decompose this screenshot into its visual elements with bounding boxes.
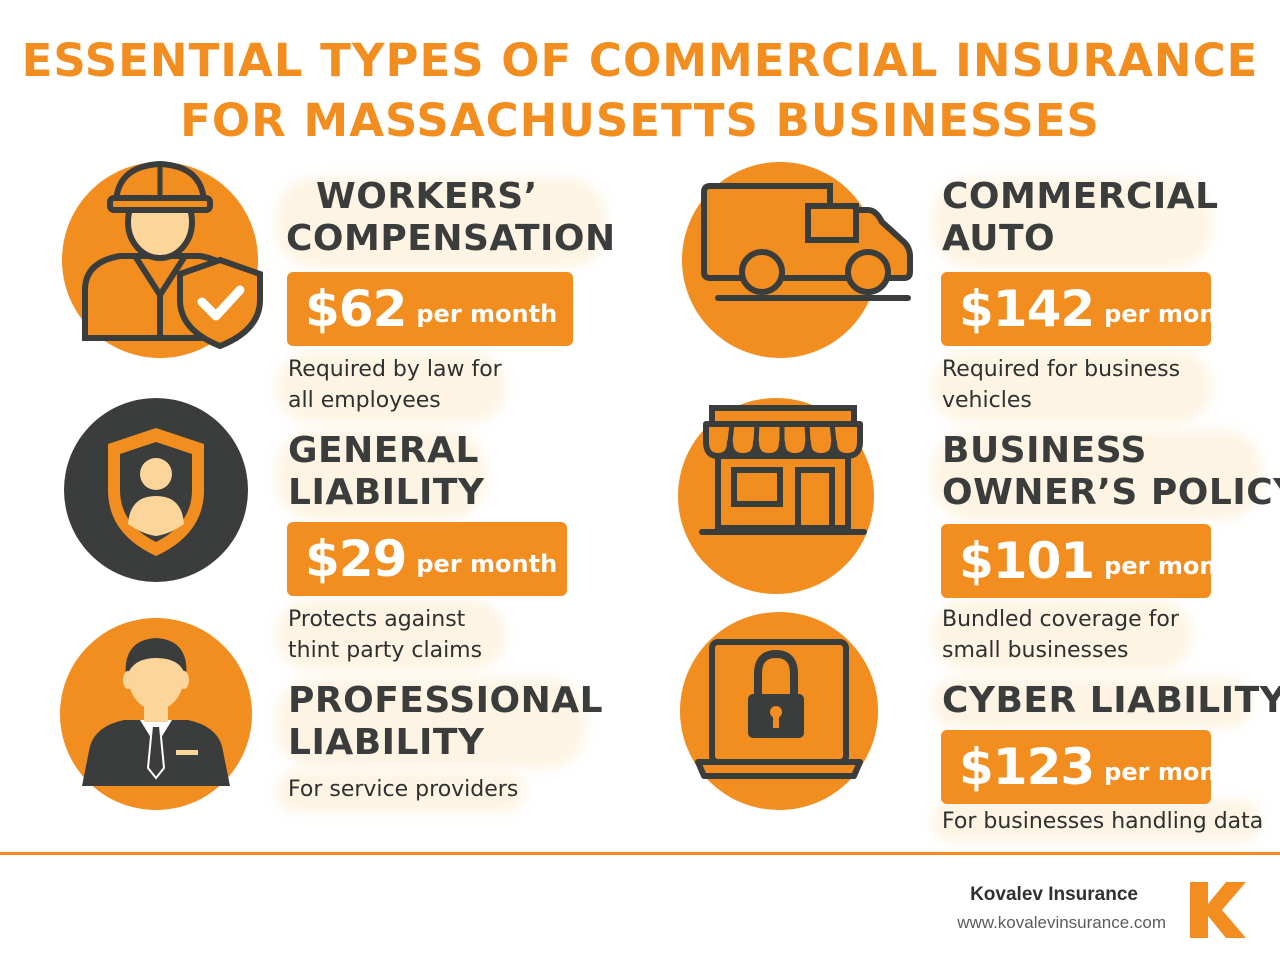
price-amount: $101 xyxy=(959,532,1095,590)
price-badge: $142 per month xyxy=(941,272,1245,346)
page-title-line-2: FOR MASSACHUSETTS BUSINESSES xyxy=(180,94,1100,147)
background-wash xyxy=(276,600,506,670)
background-wash xyxy=(932,430,1262,520)
shield-person-icon xyxy=(64,398,248,582)
item-description: For service providers xyxy=(288,777,519,802)
price-period: per month xyxy=(1104,300,1245,328)
laptop-lock-icon xyxy=(680,612,878,810)
item-description-line-1: Protects against xyxy=(288,607,466,632)
price-badge: $123 per month xyxy=(941,730,1245,804)
brand-name: Kovalev Insurance xyxy=(970,884,1138,905)
brand-logo xyxy=(1188,880,1248,944)
footer-divider xyxy=(0,852,1280,855)
page-title-line-1: ESSENTIAL TYPES OF COMMERCIAL INSURANCE xyxy=(21,34,1259,87)
item-description-line-2: small businesses xyxy=(942,638,1129,663)
background-wash xyxy=(276,772,526,812)
item-description-line-2: vehicles xyxy=(942,388,1032,413)
item-heading-line-2: OWNER’S POLICY xyxy=(942,472,1280,513)
background-wash xyxy=(932,178,1212,268)
price-badge: $62 per month xyxy=(287,272,573,346)
storefront-icon xyxy=(678,398,874,594)
background-wash xyxy=(276,178,606,268)
background-wash xyxy=(276,352,506,422)
item-description-line-2: thint party claims xyxy=(288,638,483,663)
item-heading-line-2: LIABILITY xyxy=(288,472,485,513)
item-heading-line-2: AUTO xyxy=(942,218,1056,259)
background-wash xyxy=(932,800,1262,842)
background-wash xyxy=(276,678,586,768)
price-badge: $29 per month xyxy=(287,522,567,596)
item-description-line-1: Required by law for xyxy=(288,357,502,382)
price-period: per month xyxy=(416,300,558,328)
price-period: per month xyxy=(416,550,558,578)
price-amount: $142 xyxy=(959,280,1095,338)
background-wash xyxy=(932,600,1192,670)
price-amount: $62 xyxy=(305,280,407,338)
item-heading-line-2: COMPENSATION xyxy=(286,218,616,259)
item-description-line-2: all employees xyxy=(288,388,441,413)
item-heading-line-2: LIABILITY xyxy=(288,722,485,763)
worker-shield-icon xyxy=(60,160,263,360)
item-description-line-1: Required for business xyxy=(942,357,1181,382)
price-badge: $101 per montn xyxy=(941,524,1245,598)
price-period: per montn xyxy=(1104,552,1245,580)
item-heading: CYBER LIABILITY xyxy=(942,680,1280,721)
price-amount: $123 xyxy=(959,738,1095,796)
price-amount: $29 xyxy=(305,530,407,588)
businessman-icon xyxy=(60,618,252,810)
background-wash xyxy=(276,430,486,520)
delivery-van-icon xyxy=(680,160,913,360)
price-period: per month xyxy=(1104,758,1245,786)
background-wash xyxy=(932,678,1252,728)
brand-url[interactable]: www.kovalevinsurance.com xyxy=(957,913,1166,932)
item-heading-line-1: WORKERS’ xyxy=(316,176,538,217)
item-description: For businesses handling data xyxy=(942,809,1264,834)
item-heading-line-1: PROFESSIONAL xyxy=(288,680,604,721)
item-heading-line-1: COMMERCIAL xyxy=(942,176,1219,217)
item-heading-line-1: BUSINESS xyxy=(942,430,1147,471)
item-description-line-1: Bundled coverage for xyxy=(942,607,1179,632)
background-wash xyxy=(932,352,1212,422)
item-heading-line-1: GENERAL xyxy=(288,430,479,471)
